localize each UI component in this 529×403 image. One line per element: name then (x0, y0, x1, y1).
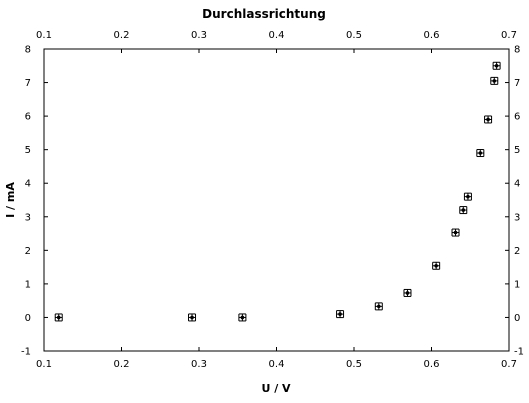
data-point (432, 261, 441, 270)
x-tick-label-top: 0.4 (269, 30, 285, 41)
y-tick-label-left: 5 (25, 145, 31, 156)
x-tick-label-bottom: 0.5 (346, 359, 362, 370)
point-marker (377, 304, 381, 309)
y-tick-label-right: 2 (514, 246, 520, 257)
point-marker (56, 315, 61, 320)
point-marker (338, 312, 342, 316)
data-point (188, 313, 197, 322)
y-tick-label-right: 8 (514, 45, 520, 56)
point-marker (405, 291, 410, 295)
y-tick-label-left: 3 (25, 212, 31, 223)
y-tick-label-left: -1 (21, 347, 31, 358)
point-marker (461, 208, 466, 212)
y-tick-label-left: 0 (25, 313, 31, 324)
y-tick-label-right: -1 (514, 347, 524, 358)
data-point (374, 302, 383, 311)
y-tick-label-right: 0 (514, 313, 520, 324)
y-tick-label-left: 8 (25, 45, 31, 56)
data-point (459, 206, 468, 215)
data-point (484, 115, 493, 124)
point-marker (494, 63, 499, 68)
y-tick-label-right: 5 (514, 145, 520, 156)
plot-frame (43, 48, 510, 352)
point-marker (466, 194, 470, 199)
y-tick-label-right: 7 (514, 78, 520, 89)
y-tick-label-left: 1 (25, 279, 31, 290)
data-point (476, 149, 485, 158)
x-tick-label-bottom: 0.2 (114, 359, 130, 370)
x-tick-label-top: 0.5 (346, 30, 362, 41)
point-marker (240, 315, 245, 320)
y-tick-label-left: 7 (25, 78, 31, 89)
chart-title: Durchlassrichtung (202, 7, 326, 21)
data-point (490, 76, 499, 85)
x-tick-label-bottom: 0.3 (191, 359, 207, 370)
ticks-layer: 0.1 0.1 0.2 0.2 0.3 0.3 0.4 0.4 0.5 0.5 0.6 0.6 0.7 0… (21, 30, 524, 370)
data-point (54, 313, 63, 322)
y-tick-label-left: 2 (25, 246, 31, 257)
x-axis-title: U / V (261, 382, 291, 395)
x-tick-label-bottom: 0.7 (501, 359, 517, 370)
points-layer (54, 61, 501, 322)
x-tick-label-bottom: 0.1 (36, 359, 52, 370)
x-tick-label-bottom: 0.6 (424, 359, 440, 370)
data-point (451, 228, 460, 237)
x-tick-label-top: 0.7 (501, 30, 517, 41)
data-point (336, 310, 345, 319)
point-marker (453, 230, 458, 235)
data-point (403, 288, 412, 297)
point-marker (190, 315, 194, 320)
x-tick-label-top: 0.1 (36, 30, 52, 41)
y-tick-label-right: 6 (514, 112, 520, 123)
x-tick-label-bottom: 0.4 (269, 359, 285, 370)
data-point (238, 313, 247, 322)
y-tick-label-left: 6 (25, 112, 31, 123)
point-marker (486, 117, 490, 122)
point-marker (478, 151, 483, 155)
y-axis-title: I / mA (4, 182, 17, 218)
y-tick-label-left: 4 (25, 179, 31, 190)
point-marker (434, 263, 438, 268)
y-tick-label-right: 3 (514, 212, 520, 223)
x-tick-label-top: 0.2 (114, 30, 130, 41)
y-tick-label-right: 4 (514, 179, 520, 190)
data-point (492, 61, 501, 70)
y-tick-label-right: 1 (514, 279, 520, 290)
point-marker (492, 79, 497, 83)
x-tick-label-top: 0.6 (424, 30, 440, 41)
data-point (463, 192, 472, 201)
x-tick-label-top: 0.3 (191, 30, 207, 41)
